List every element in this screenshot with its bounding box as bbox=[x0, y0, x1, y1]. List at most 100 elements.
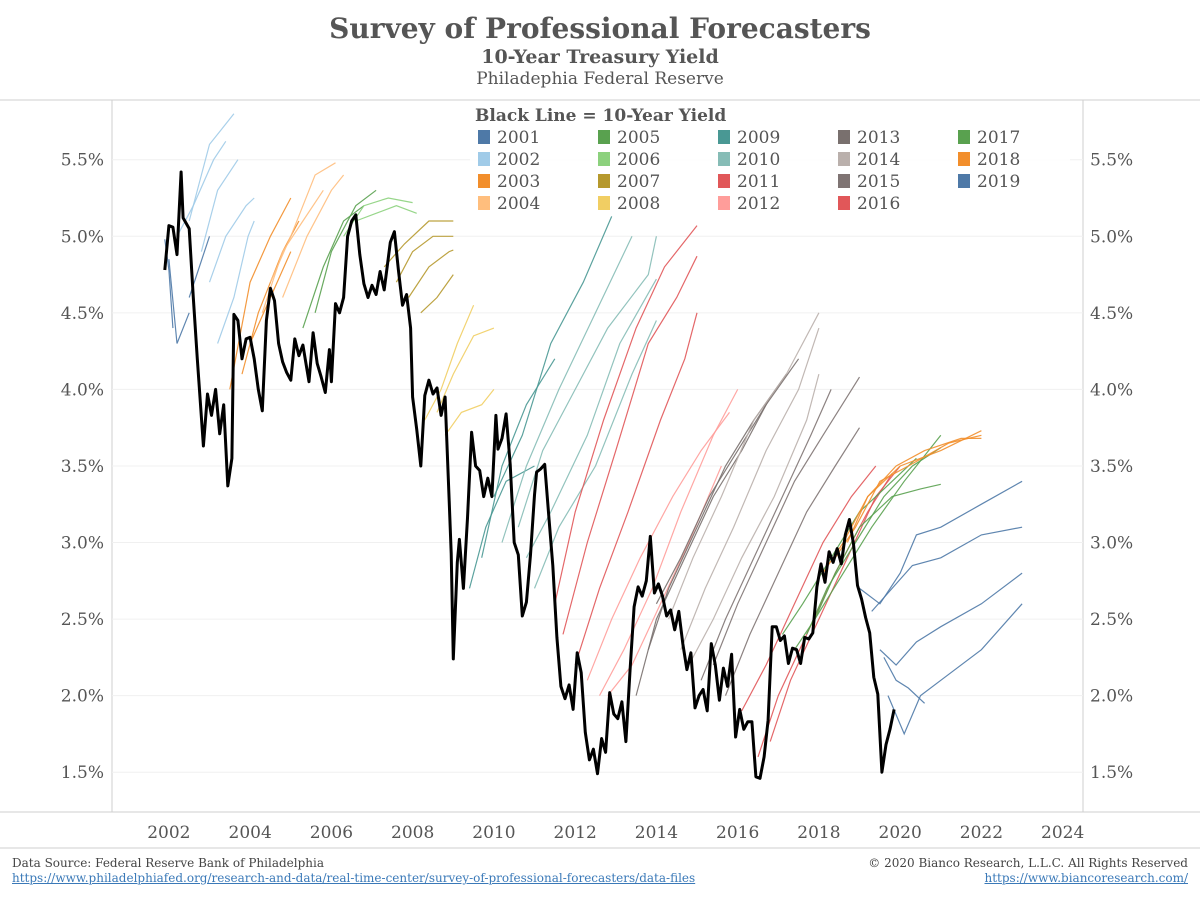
forecast-line bbox=[355, 205, 417, 222]
legend-swatch bbox=[958, 130, 970, 144]
forecast-lines bbox=[164, 113, 1023, 758]
x-tick-label: 2004 bbox=[229, 823, 272, 843]
legend-label: 2019 bbox=[977, 172, 1020, 192]
y-tick-label-right: 2.0% bbox=[1090, 687, 1133, 707]
y-tick-label-left: 3.0% bbox=[61, 534, 104, 554]
legend-swatch bbox=[478, 152, 490, 166]
legend-swatch bbox=[478, 174, 490, 188]
chart-title: Survey of Professional Forecasters bbox=[329, 12, 871, 45]
x-tick-label: 2002 bbox=[147, 823, 190, 843]
forecast-line bbox=[655, 358, 800, 605]
forecast-line bbox=[607, 465, 722, 696]
source-label: Data Source: Federal Reserve Bank of Phi… bbox=[12, 856, 325, 870]
y-tick-label-right: 5.5% bbox=[1090, 151, 1133, 171]
forecast-line bbox=[712, 376, 861, 666]
forecast-line bbox=[700, 389, 832, 681]
forecast-line bbox=[200, 159, 239, 252]
legend-label: 2007 bbox=[617, 172, 660, 192]
chart-subtitle: 10-Year Treasury Yield bbox=[481, 46, 719, 68]
site-link[interactable]: https://www.biancoresearch.com/ bbox=[984, 871, 1188, 885]
y-tick-label-right: 1.5% bbox=[1090, 763, 1133, 783]
forecast-line bbox=[436, 327, 495, 413]
forecast-line bbox=[859, 480, 1023, 605]
x-tick-label: 2014 bbox=[635, 823, 678, 843]
legend-swatch bbox=[718, 196, 730, 210]
forecast-line bbox=[302, 205, 365, 329]
y-tick-label-right: 4.5% bbox=[1090, 304, 1133, 324]
copyright-text: © 2020 Bianco Research, L.L.C. All Right… bbox=[868, 856, 1188, 870]
legend-swatch bbox=[838, 174, 850, 188]
x-tick-label: 2012 bbox=[554, 823, 597, 843]
y-tick-label-left: 2.5% bbox=[61, 610, 104, 630]
source-link[interactable]: https://www.philadelphiafed.org/research… bbox=[12, 871, 696, 885]
legend-label: 2003 bbox=[497, 172, 540, 192]
forecast-line bbox=[635, 396, 771, 696]
y-tick-label-left: 4.5% bbox=[61, 304, 104, 324]
legend-swatch bbox=[718, 174, 730, 188]
legend-label: 2013 bbox=[857, 128, 900, 148]
legend-label: 2005 bbox=[617, 128, 660, 148]
forecast-line bbox=[574, 312, 698, 666]
forecast-line bbox=[282, 174, 345, 298]
legend-swatch bbox=[838, 152, 850, 166]
forecast-line bbox=[887, 603, 1023, 736]
legend-label: 2006 bbox=[617, 150, 660, 170]
x-tick-label: 2020 bbox=[879, 823, 922, 843]
y-tick-label-left: 1.5% bbox=[61, 763, 104, 783]
grid bbox=[112, 159, 1083, 773]
yield-line-group bbox=[163, 170, 896, 780]
forecast-line bbox=[468, 465, 535, 589]
legend-label: 2015 bbox=[857, 172, 900, 192]
y-tick-label-left: 3.5% bbox=[61, 457, 104, 477]
legend-label: 2009 bbox=[737, 128, 780, 148]
y-tick-label-left: 2.0% bbox=[61, 687, 104, 707]
forecast-line bbox=[741, 465, 877, 712]
legend-label: 2010 bbox=[737, 150, 780, 170]
forecast-line bbox=[724, 427, 861, 696]
forecast-line bbox=[846, 437, 982, 543]
y-tick-label-left: 4.0% bbox=[61, 380, 104, 400]
forecast-line bbox=[517, 236, 657, 528]
forecast-line bbox=[822, 430, 982, 574]
forecast-line bbox=[383, 220, 454, 268]
legend-label: 2002 bbox=[497, 150, 540, 170]
forecast-line bbox=[871, 526, 1023, 612]
forecast-line bbox=[525, 278, 657, 559]
y-tick-label-left: 5.0% bbox=[61, 227, 104, 247]
forecast-line bbox=[493, 216, 613, 497]
legend-label: 2012 bbox=[737, 194, 780, 214]
legend-label: 2016 bbox=[857, 194, 900, 214]
forecast-line bbox=[879, 572, 1023, 666]
plot-frame bbox=[0, 99, 1200, 849]
forecast-line bbox=[208, 197, 255, 283]
y-axis-left: 1.5% 2.0% 2.5% 3.0% 3.5% 4.0% 4.5% 5.0% 5.5% bbox=[61, 151, 104, 783]
forecast-line bbox=[424, 304, 475, 421]
y-axis-right: 1.5% 2.0% 2.5% 3.0% 3.5% 4.0% 4.5% 5.0% 5.5% bbox=[1090, 151, 1133, 783]
yield-line bbox=[163, 170, 896, 780]
forecast-line bbox=[395, 235, 454, 283]
x-tick-label: 2006 bbox=[310, 823, 353, 843]
forecast-line bbox=[806, 447, 942, 635]
legend-swatch bbox=[478, 130, 490, 144]
legend-swatch bbox=[598, 174, 610, 188]
footer-source: Data Source: Federal Reserve Bank of Phi… bbox=[12, 856, 695, 886]
x-tick-label: 2010 bbox=[472, 823, 515, 843]
y-tick-label-right: 4.0% bbox=[1090, 380, 1133, 400]
forecast-line bbox=[554, 225, 698, 604]
legend-label: 2001 bbox=[497, 128, 540, 148]
legend-label: 2008 bbox=[617, 194, 660, 214]
legend-swatch bbox=[718, 130, 730, 144]
forecast-line bbox=[481, 358, 556, 558]
legend-swatch bbox=[718, 152, 730, 166]
legend-label: 2014 bbox=[857, 150, 900, 170]
forecast-line bbox=[420, 274, 454, 314]
x-tick-label: 2018 bbox=[797, 823, 840, 843]
forecast-line bbox=[269, 162, 336, 283]
legend-swatch bbox=[598, 196, 610, 210]
legend-title: Black Line = 10-Year Yield bbox=[475, 106, 726, 126]
legend-label: 2004 bbox=[497, 194, 540, 214]
forecast-line bbox=[314, 189, 377, 313]
forecast-line bbox=[408, 249, 454, 298]
